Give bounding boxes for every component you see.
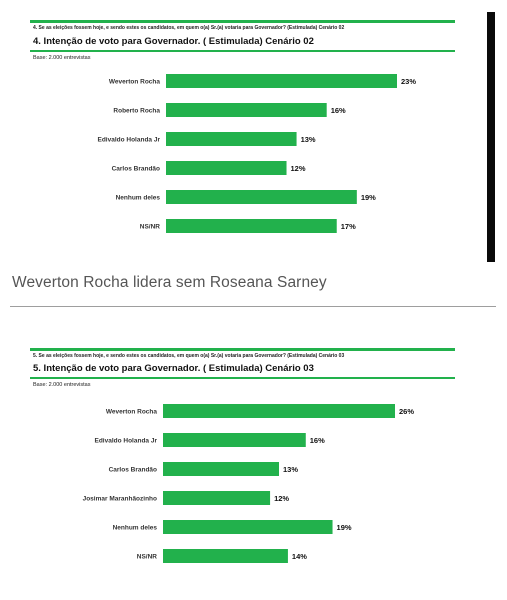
data-label: 19% xyxy=(337,523,352,532)
data-label: 16% xyxy=(331,106,346,115)
data-label: 12% xyxy=(274,494,289,503)
title-green-rule xyxy=(30,377,455,379)
category-label: Nenhum deles xyxy=(113,524,158,531)
chart-title: 5. Intenção de voto para Governador. ( E… xyxy=(33,363,314,374)
category-label: NS/NR xyxy=(137,553,158,560)
chart-panel-cenario-03: 5. Se as eleições fossem hoje, e sendo e… xyxy=(0,338,507,600)
bar xyxy=(163,433,306,447)
data-label: 16% xyxy=(310,436,325,445)
bar xyxy=(166,161,287,175)
bar xyxy=(163,404,395,418)
top-green-rule xyxy=(30,20,455,23)
category-label: Josimar Maranhãozinho xyxy=(83,495,157,502)
data-label: 19% xyxy=(361,193,376,202)
bar xyxy=(166,103,327,117)
category-label: Carlos Brandão xyxy=(109,466,157,473)
caption-divider xyxy=(10,306,496,307)
data-label: 14% xyxy=(292,552,307,561)
bar-chart: Weverton Rocha 26% Edivaldo Holanda Jr 16% C… xyxy=(83,404,414,563)
chart-panel-cenario-02: 4. Se as eleições fossem hoje, e sendo e… xyxy=(0,0,507,262)
bar xyxy=(166,74,397,88)
category-label: NS/NR xyxy=(140,223,161,230)
category-label: Weverton Rocha xyxy=(106,408,158,415)
data-label: 12% xyxy=(291,164,306,173)
bar xyxy=(166,219,337,233)
question-text: 5. Se as eleições fossem hoje, e sendo e… xyxy=(33,353,345,359)
bar xyxy=(166,132,297,146)
side-black-bar xyxy=(487,12,495,262)
category-label: Weverton Rocha xyxy=(109,78,161,85)
chart-title: 4. Intenção de voto para Governador. ( E… xyxy=(33,36,314,47)
bar xyxy=(163,491,271,505)
data-label: 23% xyxy=(401,77,416,86)
data-label: 26% xyxy=(399,407,414,416)
data-label: 17% xyxy=(341,222,356,231)
category-label: Carlos Brandão xyxy=(112,165,160,172)
bar xyxy=(166,190,357,204)
title-green-rule xyxy=(30,50,455,52)
question-text: 4. Se as eleições fossem hoje, e sendo e… xyxy=(33,25,345,31)
base-text: Base: 2.000 entrevistas xyxy=(33,55,91,61)
data-label: 13% xyxy=(301,135,316,144)
category-label: Roberto Rocha xyxy=(113,107,160,114)
base-text: Base: 2.000 entrevistas xyxy=(33,382,91,388)
bar-chart: Weverton Rocha 23% Roberto Rocha 16% Edivald… xyxy=(98,74,416,233)
data-label: 13% xyxy=(283,465,298,474)
bar xyxy=(163,520,333,534)
article-caption: Weverton Rocha lidera sem Roseana Sarney xyxy=(12,274,327,291)
top-green-rule xyxy=(30,348,455,351)
category-label: Nenhum deles xyxy=(116,194,161,201)
bar xyxy=(163,462,279,476)
category-label: Edivaldo Holanda Jr xyxy=(98,136,161,143)
bar xyxy=(163,549,288,563)
category-label: Edivaldo Holanda Jr xyxy=(95,437,158,444)
